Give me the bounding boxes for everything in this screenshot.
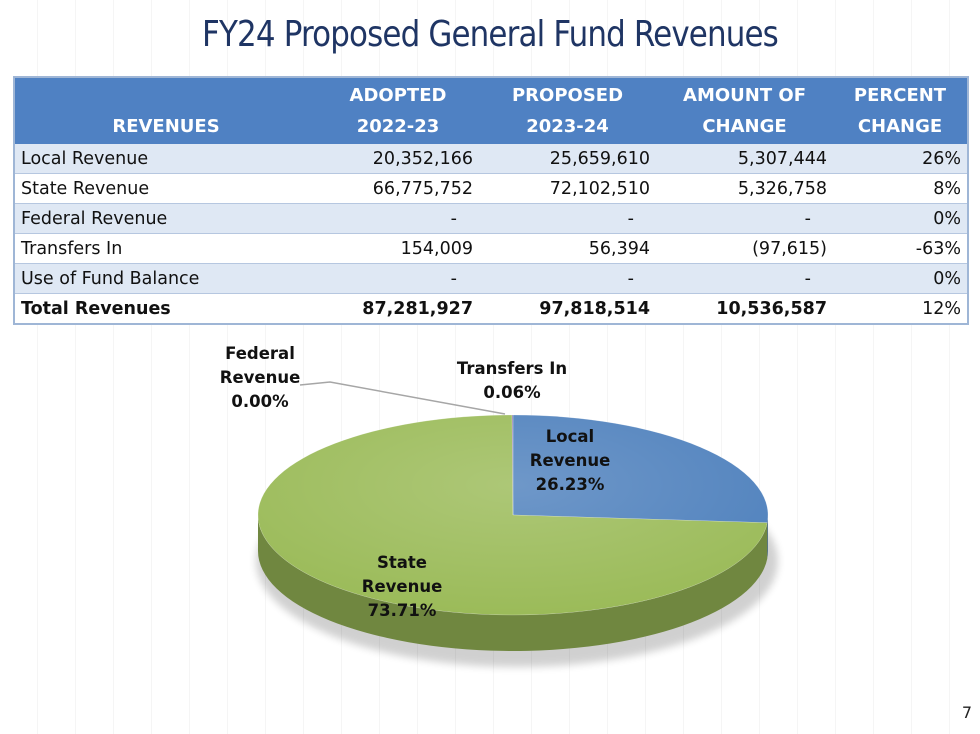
label-transfers: Transfers In 0.06%: [456, 359, 568, 402]
change-value: (97,615): [656, 233, 833, 264]
change-value: 5,326,758: [656, 173, 833, 204]
percent-value: 8%: [833, 173, 967, 204]
percent-value: 0%: [833, 203, 967, 234]
percent-value: 12%: [833, 293, 967, 323]
proposed-value: 97,818,514: [479, 293, 656, 323]
proposed-value: 72,102,510: [479, 173, 656, 204]
page-title: FY24 Proposed General Fund Revenues: [202, 14, 779, 55]
row-label: Total Revenues: [15, 293, 317, 323]
table-row-total: Total Revenues 87,281,927 97,818,514 10,…: [15, 293, 967, 323]
header-amount-change: AMOUNT OF CHANGE: [656, 78, 833, 144]
percent-value: -63%: [833, 233, 967, 264]
revenue-table-grid: REVENUES ADOPTED 2022-23 PROPOSED 2023-2…: [15, 78, 967, 323]
adopted-value: 20,352,166: [317, 144, 479, 174]
row-label: Local Revenue: [15, 144, 317, 174]
adopted-value: 66,775,752: [317, 173, 479, 204]
label-state: State Revenue 73.71%: [361, 553, 443, 620]
proposed-value: -: [479, 203, 656, 234]
slice-local-revenue-side: [767, 515, 768, 559]
header-revenues: REVENUES: [15, 78, 317, 144]
label-federal: Federal Revenue 0.00%: [219, 344, 301, 411]
table-header-row: REVENUES ADOPTED 2022-23 PROPOSED 2023-2…: [15, 78, 967, 144]
header-adopted: ADOPTED 2022-23: [317, 78, 479, 144]
adopted-value: -: [317, 203, 479, 234]
header-proposed: PROPOSED 2023-24: [479, 78, 656, 144]
header-percent-change: PERCENT CHANGE: [833, 78, 967, 144]
row-label: Use of Fund Balance: [15, 263, 317, 294]
page-number: 7: [961, 703, 972, 722]
pie-gloss: [258, 415, 768, 615]
label-local: Local Revenue 26.23%: [529, 427, 611, 494]
change-value: -: [656, 203, 833, 234]
federal-leader-line: [299, 381, 506, 415]
change-value: 5,307,444: [656, 144, 833, 174]
row-label: Federal Revenue: [15, 203, 317, 234]
proposed-value: -: [479, 263, 656, 294]
revenue-pie-chart: [256, 381, 778, 667]
change-value: 10,536,587: [656, 293, 833, 323]
adopted-value: -: [317, 263, 479, 294]
table-row-fund-balance: Use of Fund Balance - - - 0%: [15, 263, 967, 294]
row-label: Transfers In: [15, 233, 317, 264]
adopted-value: 154,009: [317, 233, 479, 264]
proposed-value: 25,659,610: [479, 144, 656, 174]
adopted-value: 87,281,927: [317, 293, 479, 323]
table-row-local: Local Revenue 20,352,166 25,659,610 5,30…: [15, 144, 967, 174]
slice-state-revenue-side: [258, 515, 768, 651]
table-row-state: State Revenue 66,775,752 72,102,510 5,32…: [15, 173, 967, 204]
row-label: State Revenue: [15, 173, 317, 204]
change-value: -: [656, 263, 833, 294]
table-row-transfers: Transfers In 154,009 56,394 (97,615) -63…: [15, 233, 967, 264]
percent-value: 0%: [833, 263, 967, 294]
proposed-value: 56,394: [479, 233, 656, 264]
revenue-table: REVENUES ADOPTED 2022-23 PROPOSED 2023-2…: [13, 76, 969, 325]
percent-value: 26%: [833, 144, 967, 174]
table-row-federal: Federal Revenue - - - 0%: [15, 203, 967, 234]
